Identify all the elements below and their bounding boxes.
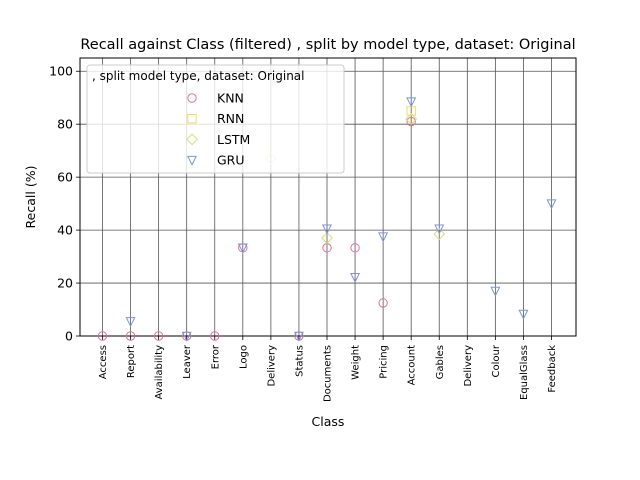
point-gru	[406, 97, 417, 108]
legend: , split model type, dataset: Original KN…	[86, 64, 345, 174]
point-knn	[125, 331, 136, 341]
legend-marker-rnn	[187, 114, 197, 124]
point-gru	[293, 331, 304, 342]
x-tick-label: Weight	[351, 345, 362, 380]
legend-box	[86, 64, 345, 174]
legend-label-gru: GRU	[217, 153, 245, 168]
x-axis-label: Class	[312, 414, 345, 429]
point-gru	[546, 199, 557, 210]
x-tick-label: EqualGlass	[519, 345, 530, 400]
x-tick-label: Pricing	[379, 345, 390, 379]
point-knn	[378, 298, 388, 308]
x-tick-label: Documents	[323, 345, 334, 402]
point-lstm	[433, 228, 446, 241]
point-knn	[210, 331, 220, 341]
point-knn	[97, 331, 108, 341]
legend-label-knn: KNN	[217, 91, 244, 106]
x-tick-label: Leaver	[182, 344, 193, 379]
point-gru	[350, 272, 361, 283]
x-tick-label: Delivery	[266, 345, 277, 387]
point-knn	[350, 243, 360, 253]
x-tick-label: Access	[98, 345, 109, 379]
x-tick-label: Colour	[491, 344, 502, 377]
x-tick-label: Status	[294, 345, 305, 377]
point-lstm	[321, 232, 333, 244]
plot-area	[79, 57, 577, 337]
legend-items: KNN RNN LSTM GRU	[186, 91, 250, 168]
x-tick-label: Account	[407, 345, 418, 385]
point-gru	[237, 243, 248, 254]
y-tick-label: 60	[57, 170, 73, 185]
x-ticks: Access Report Availability Leaver Error Logo D…	[98, 336, 558, 402]
point-gru	[434, 224, 445, 235]
y-tick-label: 40	[57, 223, 73, 238]
point-gru	[125, 317, 136, 328]
point-gru	[321, 224, 333, 235]
legend-marker-gru	[186, 155, 198, 166]
x-tick-label: Availability	[154, 345, 165, 400]
point-knn	[153, 331, 164, 341]
x-tick-label: Error	[210, 344, 221, 369]
y-tick-label: 20	[57, 276, 73, 291]
y-tick-label: 0	[65, 329, 73, 344]
legend-marker-knn	[187, 93, 197, 103]
x-tick-label: Feedback	[547, 345, 558, 393]
point-lstm	[405, 112, 418, 125]
x-tick-label: Report	[126, 345, 137, 378]
y-axis-label: Recall (%)	[23, 166, 38, 229]
point-gru	[378, 232, 389, 243]
point-gru	[490, 286, 501, 297]
point-gru	[181, 331, 192, 342]
y-tick-label: 100	[49, 64, 73, 79]
y-tick-label: 80	[57, 117, 73, 132]
x-tick-label: Delivery	[463, 345, 474, 387]
x-tick-label: Logo	[238, 345, 249, 369]
legend-label-rnn: RNN	[217, 111, 244, 126]
legend-title: , split model type, dataset: Original	[92, 69, 304, 83]
y-ticks: 0 20 40 60 80 100	[49, 64, 80, 344]
legend-marker-lstm	[186, 133, 198, 146]
legend-label-lstm: LSTM	[217, 132, 250, 147]
chart-title: Recall against Class (filtered) , split …	[80, 37, 575, 53]
point-gru	[518, 309, 529, 320]
x-tick-label: Gables	[435, 345, 446, 379]
point-knn	[406, 116, 416, 127]
